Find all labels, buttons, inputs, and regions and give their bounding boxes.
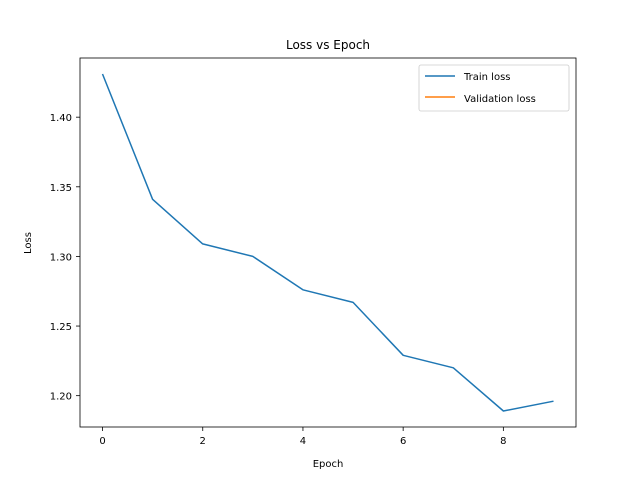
legend-label-train-loss: Train loss [463, 72, 511, 83]
y-tick-label: 1.35 [50, 183, 72, 194]
y-axis-label: Loss [23, 232, 34, 254]
x-tick-label: 8 [500, 436, 506, 447]
x-tick-label: 0 [99, 436, 105, 447]
legend: Train loss Validation loss [419, 65, 569, 111]
y-tick-label: 1.25 [50, 322, 72, 333]
y-tick-label: 1.40 [50, 113, 72, 124]
x-tick-label: 6 [400, 436, 406, 447]
y-tick-label: 1.20 [50, 392, 72, 403]
chart-title: Loss vs Epoch [286, 38, 370, 52]
x-tick-label: 2 [200, 436, 206, 447]
legend-label-validation-loss: Validation loss [464, 94, 536, 105]
y-tick-label: 1.30 [50, 252, 72, 263]
x-tick-label: 4 [300, 436, 306, 447]
x-axis-label: Epoch [313, 459, 344, 470]
